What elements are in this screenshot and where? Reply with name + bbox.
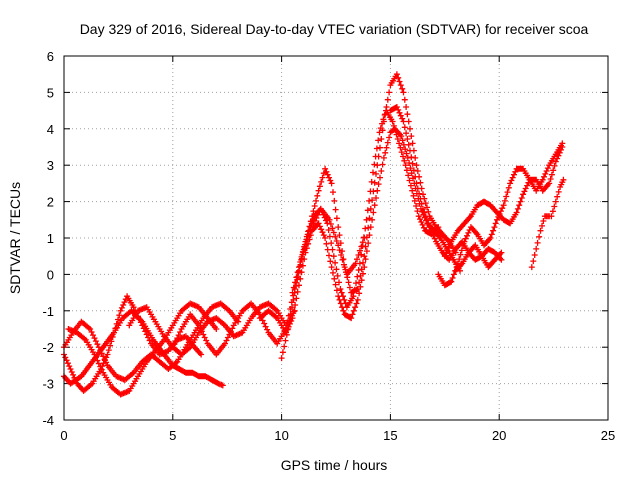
series-track-8 <box>278 107 442 362</box>
chart-title: Day 329 of 2016, Sidereal Day-to-day VTE… <box>80 21 589 37</box>
x-tick-label: 15 <box>383 428 397 443</box>
y-tick-label: -3 <box>42 377 54 392</box>
series-track-12 <box>435 140 566 289</box>
x-tick-label: 0 <box>60 428 67 443</box>
y-tick-label: -1 <box>42 304 54 319</box>
y-tick-label: 3 <box>47 158 54 173</box>
y-tick-label: 2 <box>47 195 54 210</box>
data-point-markers <box>441 144 566 260</box>
x-tick-label: 20 <box>492 428 506 443</box>
data-point-markers <box>289 71 459 296</box>
data-point-markers <box>452 242 505 274</box>
series-track-13 <box>452 242 505 274</box>
y-tick-label: -4 <box>42 413 54 428</box>
axis-ticks: 0 5 10 15 20 25 -4 -3 -2 -1 0 1 2 3 4 5 6 <box>42 49 615 443</box>
x-axis-label: GPS time / hours <box>281 457 388 473</box>
data-point-markers <box>278 107 442 362</box>
x-tick-label: 25 <box>601 428 615 443</box>
series-track-9 <box>289 71 459 296</box>
y-tick-label: -2 <box>42 340 54 355</box>
data-series <box>61 71 567 398</box>
plot-frame <box>63 55 609 421</box>
data-point-markers <box>528 213 553 271</box>
x-tick-label: 5 <box>169 428 176 443</box>
data-point-markers <box>435 140 566 289</box>
data-point-markers <box>548 176 567 220</box>
series-track-15 <box>548 176 567 220</box>
y-tick-label: 6 <box>47 49 54 64</box>
series-track-14 <box>528 213 553 271</box>
y-tick-label: 5 <box>47 85 54 100</box>
y-tick-label: 4 <box>47 122 54 137</box>
series-track-11 <box>441 144 566 260</box>
y-tick-label: 0 <box>47 267 54 282</box>
y-tick-label: 1 <box>47 231 54 246</box>
x-tick-label: 10 <box>274 428 288 443</box>
y-axis-label: SDTVAR / TECUs <box>7 182 23 294</box>
